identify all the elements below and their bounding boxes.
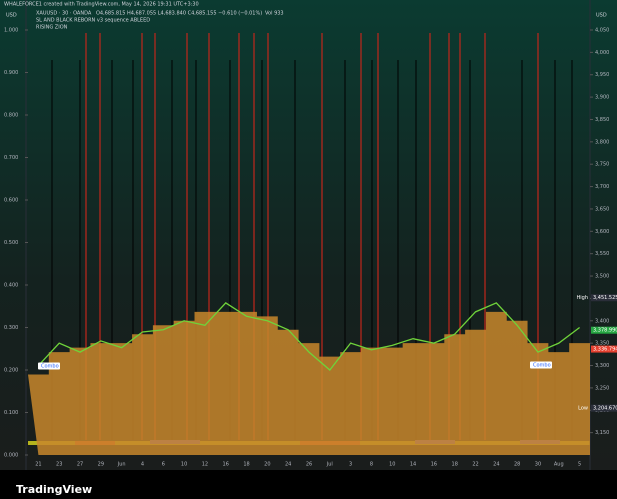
y2-tick-label: 0.900: [4, 70, 18, 76]
price-badge: [591, 345, 617, 353]
y2-tick-label: 0.500: [4, 240, 18, 246]
y-tick-label: 3,650: [595, 206, 609, 212]
x-tick-label: 22: [472, 462, 478, 468]
indicator-label: SL AND BLACK REBORN v3 sequence ABLEED: [36, 18, 150, 24]
x-tick-label: 24: [285, 462, 291, 468]
currency-right: USD: [596, 13, 607, 19]
indicator-area: [28, 311, 590, 455]
price-badge: [591, 326, 617, 334]
x-tick-label: 10: [389, 462, 395, 468]
volume: Vol 933: [265, 11, 284, 17]
price-badge-label: Low: [578, 406, 588, 412]
x-tick-label: Jul: [326, 462, 333, 468]
annotation: Combo: [533, 363, 551, 369]
y2-tick-label: 0.300: [4, 325, 18, 331]
y-tick-label: 3,700: [595, 184, 609, 190]
x-tick-label: 21: [35, 462, 41, 468]
price-badge-value: 3,451.525: [593, 295, 617, 301]
x-tick-label: 23: [56, 462, 62, 468]
y-tick-label: 3,900: [595, 95, 609, 101]
x-tick-label: 24: [493, 462, 499, 468]
x-tick-label: 16: [431, 462, 437, 468]
y-tick-label: 3,500: [595, 274, 609, 280]
brand: TradingView: [16, 483, 92, 496]
price-line: [37, 302, 580, 371]
y-tick-label: 4,050: [595, 28, 609, 34]
y-tick-label: 3,400: [595, 318, 609, 324]
y-tick-label: 4,000: [595, 50, 609, 56]
x-tick-label: 4: [141, 462, 144, 468]
y-tick-label: 3,950: [595, 72, 609, 78]
y-tick-label: 3,350: [595, 341, 609, 347]
y2-tick-label: 0.200: [4, 368, 18, 374]
y-tick-label: 3,150: [595, 430, 609, 436]
x-tick-label: 6: [162, 462, 165, 468]
y2-tick-label: 0.000: [4, 453, 18, 459]
x-tick-label: 14: [410, 462, 416, 468]
x-tick-label: 29: [98, 462, 104, 468]
y2-tick-label: 0.700: [4, 155, 18, 161]
x-tick-label: 26: [306, 462, 312, 468]
currency-left: USD: [6, 13, 17, 19]
y2-tick-label: 0.400: [4, 283, 18, 289]
footer: [0, 470, 617, 499]
x-tick-label: 12: [202, 462, 208, 468]
annotation-box: [38, 362, 60, 370]
x-tick-label: 20: [264, 462, 270, 468]
x-tick-label: 28: [514, 462, 520, 468]
annotation-box: [530, 361, 552, 369]
y2-tick-label: 1.000: [4, 28, 18, 34]
y-tick-label: 3,300: [595, 363, 609, 369]
y-tick-label: 3,750: [595, 162, 609, 168]
y2-tick-label: 0.600: [4, 198, 18, 204]
x-tick-label: Jun: [117, 462, 126, 468]
x-tick-label: 30: [535, 462, 541, 468]
x-tick-label: 16: [223, 462, 229, 468]
x-tick-label: 3: [349, 462, 352, 468]
price-badge-value: 3,204.670: [593, 406, 617, 412]
price-badge-value: 3,336.794: [593, 347, 617, 353]
watermark: WHALEFORCE1 created with TradingView.com…: [4, 2, 199, 8]
price-badge-value: 3,378.990: [593, 328, 617, 334]
y-tick-label: 3,800: [595, 139, 609, 145]
x-tick-label: 27: [77, 462, 83, 468]
price-badge: [591, 294, 617, 302]
x-tick-label: 8: [370, 462, 373, 468]
x-tick-label: Aug: [554, 462, 564, 468]
y-tick-label: 3,550: [595, 251, 609, 257]
y2-tick-label: 0.800: [4, 113, 18, 119]
x-tick-label: 18: [243, 462, 249, 468]
y-tick-label: 3,250: [595, 385, 609, 391]
y-tick-label: 3,600: [595, 229, 609, 235]
annotation: Combo: [41, 364, 59, 370]
ohlc: O4,685.815 H4,687.055 L4,683.840 C4,685.…: [96, 11, 262, 17]
y2-tick-label: 0.100: [4, 410, 18, 416]
price-badge-label: High: [577, 295, 589, 301]
x-tick-label: 5: [578, 462, 581, 468]
x-tick-label: 18: [452, 462, 458, 468]
symbol: XAUUSD · 30 · OANDA: [36, 11, 92, 17]
indicator-label: RISING ZION: [36, 25, 68, 31]
y-tick-label: 3,850: [595, 117, 609, 123]
x-tick-label: 10: [181, 462, 187, 468]
price-badge: [591, 404, 617, 412]
